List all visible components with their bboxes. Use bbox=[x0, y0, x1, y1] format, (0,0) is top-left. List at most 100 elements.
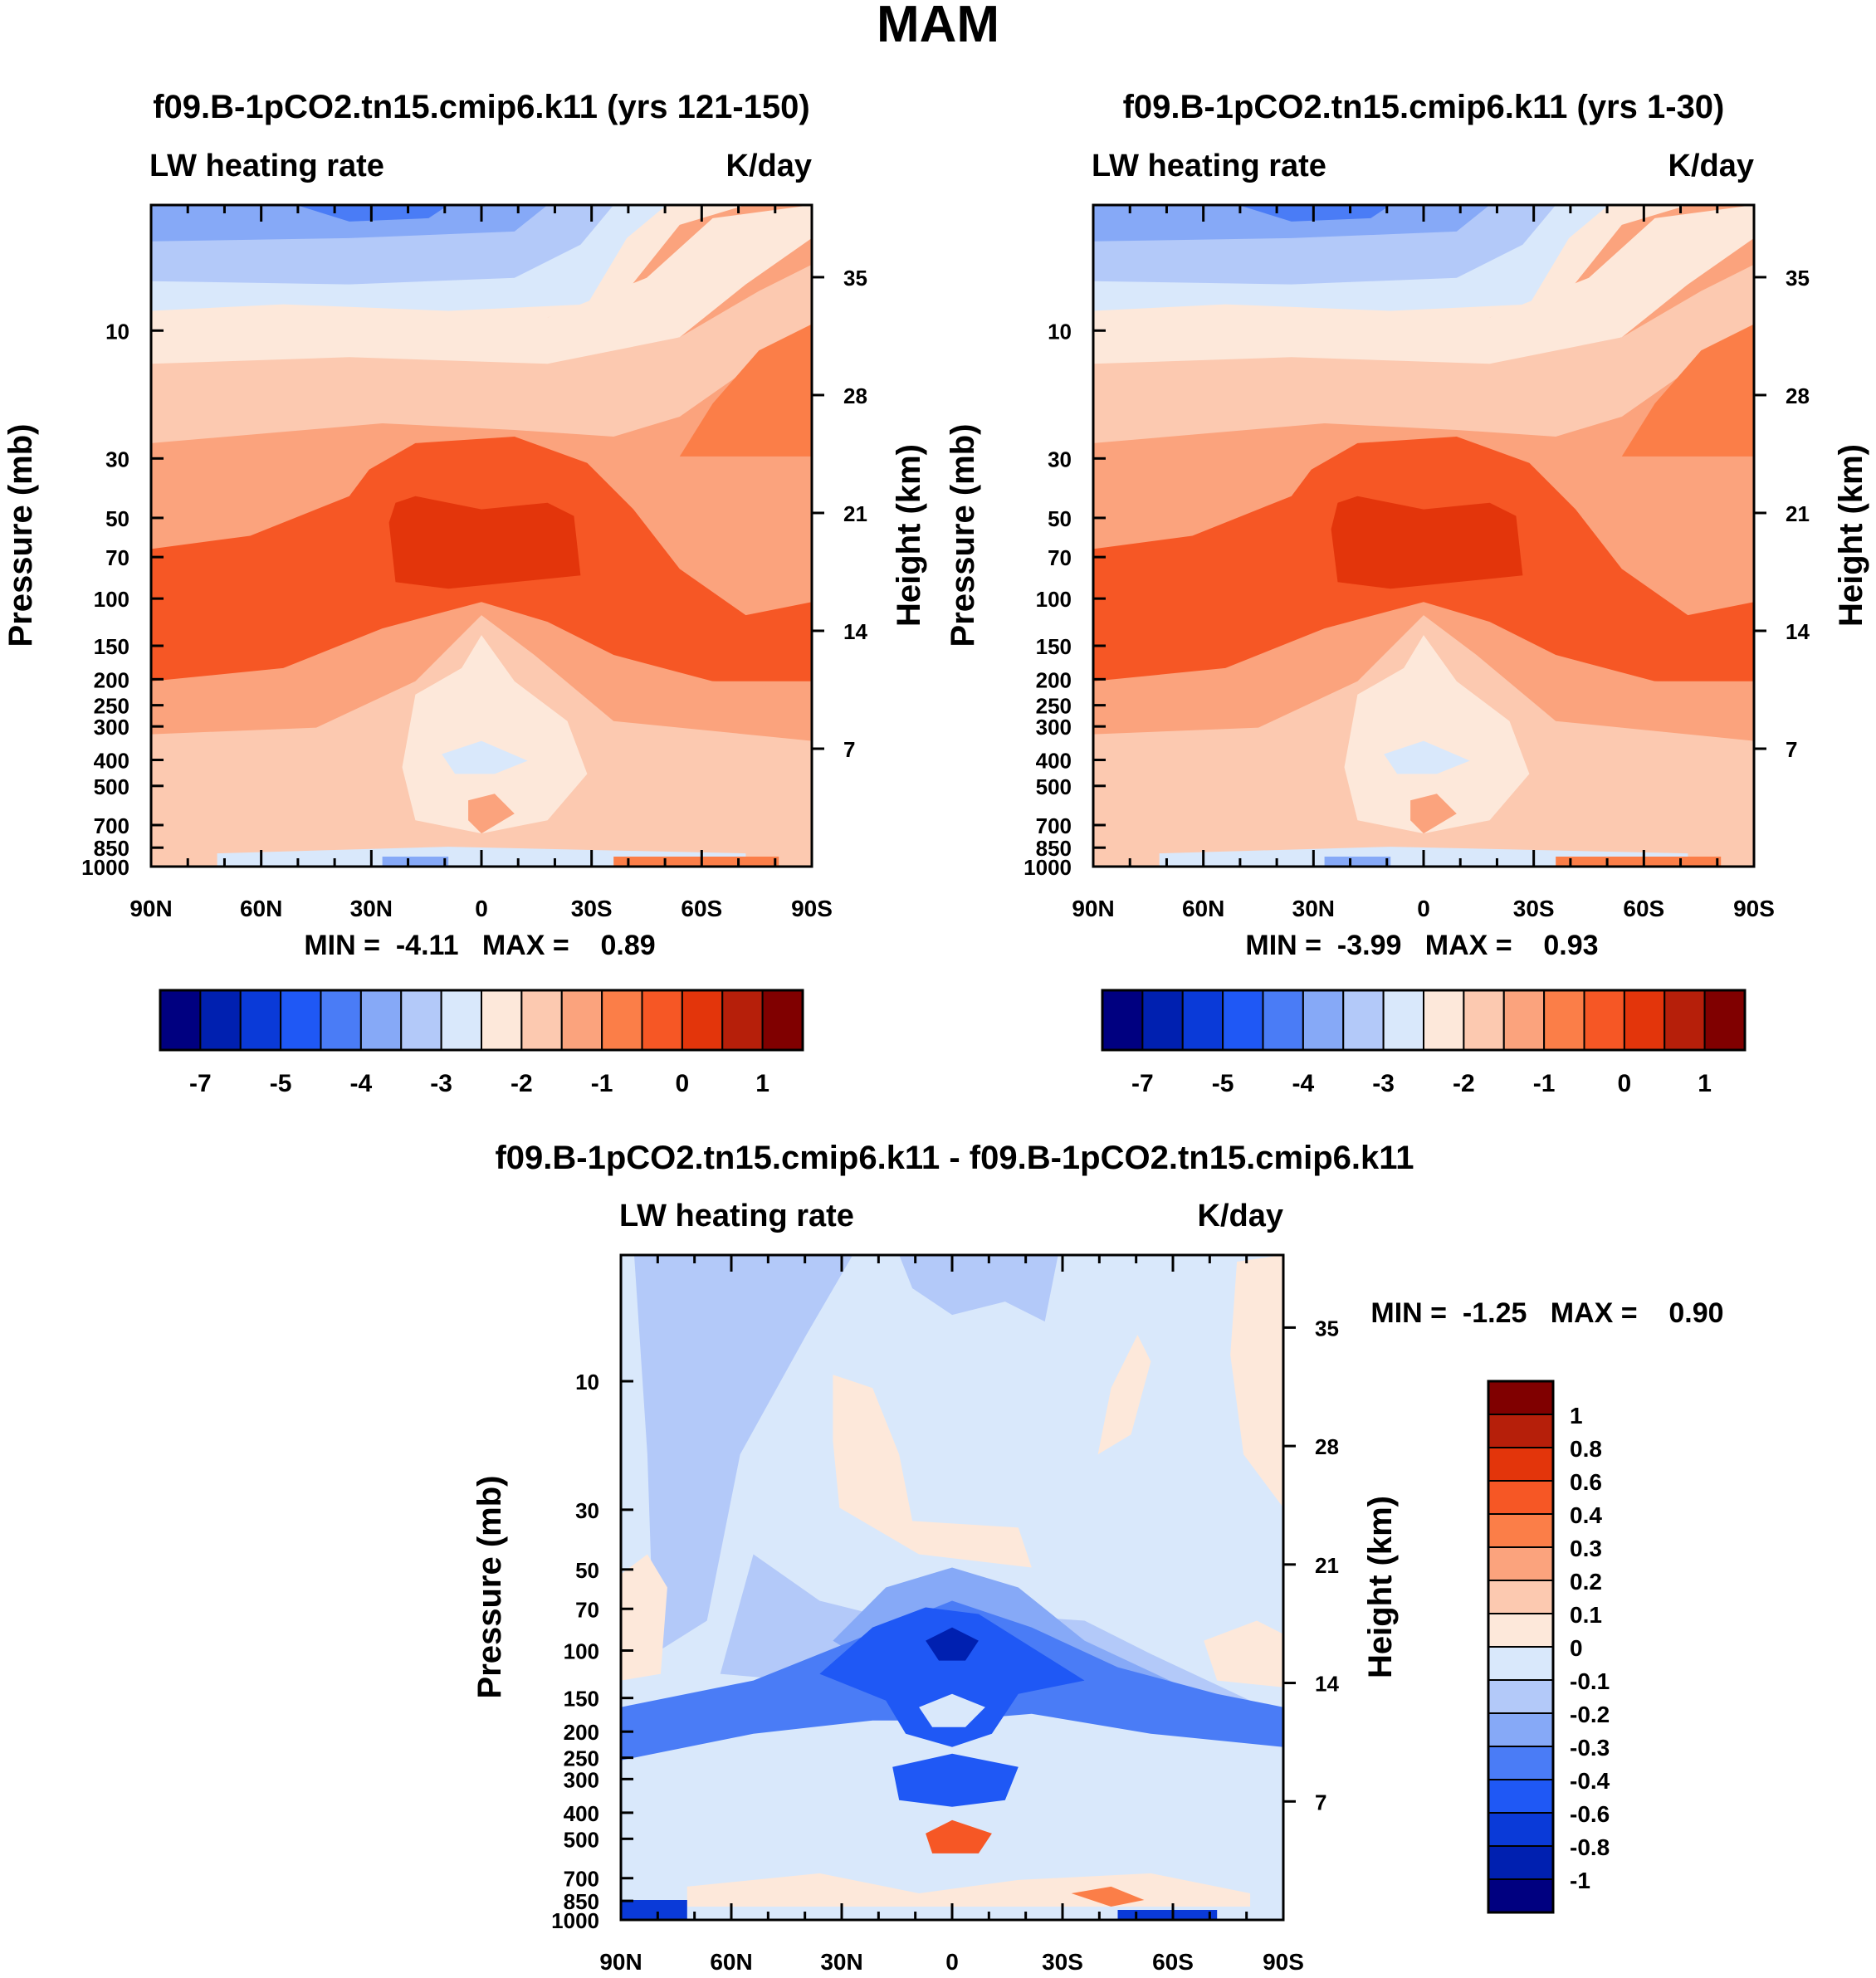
panel-diff-colorbar-swatch bbox=[1488, 1712, 1554, 1747]
panel-b-ytick-label: 500 bbox=[1036, 774, 1072, 799]
panel-diff-ytick-label: 50 bbox=[575, 1558, 599, 1583]
panel-diff-colorbar-label: -1 bbox=[1570, 1868, 1590, 1893]
contour-band-salmon bbox=[1093, 264, 1754, 443]
contour-cream-left bbox=[621, 1554, 667, 1681]
panel-diff-colorbar-swatch bbox=[1488, 1580, 1554, 1614]
contour-band-peach bbox=[151, 205, 812, 371]
panel-a-ytick-label: 70 bbox=[105, 545, 129, 570]
panel-diff-y2tick-label: 35 bbox=[1315, 1316, 1339, 1341]
panel-diff-colorbar-swatch bbox=[1488, 1513, 1554, 1548]
panel-a-colorbar-swatch bbox=[159, 989, 202, 1051]
panel-b-xtick-label: 0 bbox=[1417, 896, 1430, 921]
panel-a-xtick-label: 30N bbox=[350, 896, 393, 921]
panel-b-colorbar-label: 0 bbox=[1618, 1070, 1632, 1097]
panel-b-y2tick-label: 14 bbox=[1786, 619, 1810, 644]
panel-diff-ytick-label: 70 bbox=[575, 1597, 599, 1622]
panel-b-colorbar-swatch bbox=[1222, 989, 1264, 1051]
panel-b-colorbar-swatch bbox=[1463, 989, 1505, 1051]
panel-a-xtick-label: 90N bbox=[129, 896, 172, 921]
panel-a-ytick-label: 850 bbox=[94, 836, 129, 861]
panel-b-ytick-label: 50 bbox=[1048, 506, 1072, 531]
panel-a-ytick-label: 50 bbox=[105, 506, 129, 531]
panel-diff-colorbar-frame bbox=[1487, 1380, 1555, 1914]
panel-a-colorbar: -7 -5 -4 -3 -2 -1 0 1 bbox=[159, 989, 804, 1097]
panel-b-colorbar-label: -4 bbox=[1292, 1070, 1315, 1097]
panel-diff-ytick-label: 30 bbox=[575, 1498, 599, 1523]
panel-a-colorbar-swatch bbox=[280, 989, 322, 1051]
contour-dome-blue bbox=[1384, 740, 1470, 774]
panel-a-colorbar-swatch bbox=[681, 989, 724, 1051]
panel-a-xtick-label: 0 bbox=[475, 896, 488, 921]
panel-b-left-label: LW heating rate bbox=[1092, 149, 1326, 183]
panel-a-ytick-label: 400 bbox=[94, 749, 129, 774]
panel-b-colorbar-swatch bbox=[1102, 989, 1144, 1051]
panel-diff-y2tick-label: 14 bbox=[1315, 1672, 1339, 1697]
panel-diff-ytick-label: 400 bbox=[564, 1801, 599, 1826]
contour-band-deepblue bbox=[819, 1607, 1085, 1747]
contour-dome-orange bbox=[1410, 794, 1457, 834]
panel-b-units: K/day bbox=[1668, 149, 1754, 183]
panel-diff-colorbar-label: 1 bbox=[1570, 1403, 1583, 1429]
panel-a-colorbar-swatch bbox=[641, 989, 683, 1051]
panel-diff-colorbar-swatch bbox=[1488, 1746, 1554, 1780]
panel-b-ytick-label: 30 bbox=[1048, 447, 1072, 471]
panel-b-colorbar-label: -3 bbox=[1372, 1070, 1395, 1097]
panel-a-ytick-label: 150 bbox=[94, 634, 129, 659]
panel-diff-colorbar-label: -0.6 bbox=[1570, 1801, 1610, 1827]
panel-b-colorbar-swatch bbox=[1141, 989, 1184, 1051]
contour-core-darkred bbox=[388, 496, 581, 589]
panel-a-colorbar-swatch bbox=[199, 989, 242, 1051]
panel-b-colorbar-swatch bbox=[1703, 989, 1746, 1051]
panel-a-colorbar-swatch bbox=[440, 989, 482, 1051]
panel-a-colorbar-swatch bbox=[359, 989, 403, 1051]
panel-a-xtick-label: 90S bbox=[791, 896, 833, 921]
panel-diff-xtick-label: 60S bbox=[1152, 1949, 1194, 1975]
panel-b-colorbar-label: 1 bbox=[1698, 1070, 1712, 1097]
contour-core-pale bbox=[919, 1693, 985, 1727]
panel-b-colorbar-swatch bbox=[1262, 989, 1304, 1051]
contour-dome-orange bbox=[468, 794, 515, 834]
panel-b-colorbar-swatch bbox=[1502, 989, 1546, 1051]
panel-b-ytick-label: 200 bbox=[1036, 667, 1072, 692]
panel-a-colorbar-swatch bbox=[520, 989, 563, 1051]
contour-surface-orange bbox=[613, 857, 779, 867]
panel-diff-title: f09.B-1pCO2.tn15.cmip6.k11 - f09.B-1pCO2… bbox=[495, 1140, 1414, 1176]
panel-diff-colorbar-swatch bbox=[1488, 1480, 1554, 1515]
panel-diff-colorbar-label: -0.4 bbox=[1570, 1768, 1610, 1794]
panel-diff-stats: MIN = -1.25 MAX = 0.90 bbox=[1370, 1297, 1723, 1329]
panel-diff-colorbar-swatch bbox=[1488, 1779, 1554, 1814]
panel-diff-colorbar-label: -0.2 bbox=[1570, 1702, 1610, 1727]
contour-hot-spot bbox=[926, 1819, 992, 1853]
panel-b-colorbar-label: -7 bbox=[1131, 1070, 1154, 1097]
panel-diff-colorbar-label: 0.8 bbox=[1570, 1436, 1602, 1462]
panel-a-colorbar-swatch bbox=[761, 989, 804, 1051]
panel-a-colorbar-swatch bbox=[560, 989, 603, 1051]
panel-b-xtick-label: 90N bbox=[1072, 896, 1114, 921]
panel-a-colorbar-label: -3 bbox=[430, 1070, 452, 1097]
panel-b-y2tick-label: 21 bbox=[1786, 501, 1810, 526]
panel-diff-ytick-label: 500 bbox=[564, 1827, 599, 1852]
panel-diff-axes: 1030507010015020025030040050070085010003… bbox=[551, 1255, 1339, 1975]
panel-diff-colorbar-label: 0.1 bbox=[1570, 1602, 1602, 1628]
panel-b-ytick-label: 150 bbox=[1036, 634, 1072, 659]
contour-band-orange-right bbox=[679, 324, 812, 457]
panel-diff-colorbar-swatch bbox=[1488, 1845, 1554, 1880]
panel-b-xtick-label: 60N bbox=[1182, 896, 1224, 921]
contour-band-medblue bbox=[1093, 205, 1490, 242]
panel-a-ytick-label: 30 bbox=[105, 447, 129, 471]
panel-diff-colorbar-swatch bbox=[1488, 1812, 1554, 1847]
contour-band-medblue bbox=[151, 205, 548, 242]
panel-a-colorbar-label: -7 bbox=[189, 1070, 212, 1097]
panel-diff-colorbar-swatch bbox=[1488, 1546, 1554, 1581]
panel-b: f09.B-1pCO2.tn15.cmip6.k11 (yrs 1-30) LW… bbox=[945, 89, 1869, 1097]
panel-diff-colorbar-label: 0.3 bbox=[1570, 1536, 1602, 1561]
contour-cream-right bbox=[1097, 1335, 1151, 1455]
panel-b-colorbar-frame bbox=[1101, 989, 1747, 1052]
contour-band-orange-right bbox=[1621, 324, 1754, 457]
panel-diff-left-label: LW heating rate bbox=[619, 1199, 854, 1233]
contour-core-navy bbox=[926, 1627, 979, 1661]
panel-a-units: K/day bbox=[726, 149, 812, 183]
panel-b-colorbar-swatch bbox=[1382, 989, 1424, 1051]
panel-b-colorbar-label: -5 bbox=[1212, 1070, 1234, 1097]
